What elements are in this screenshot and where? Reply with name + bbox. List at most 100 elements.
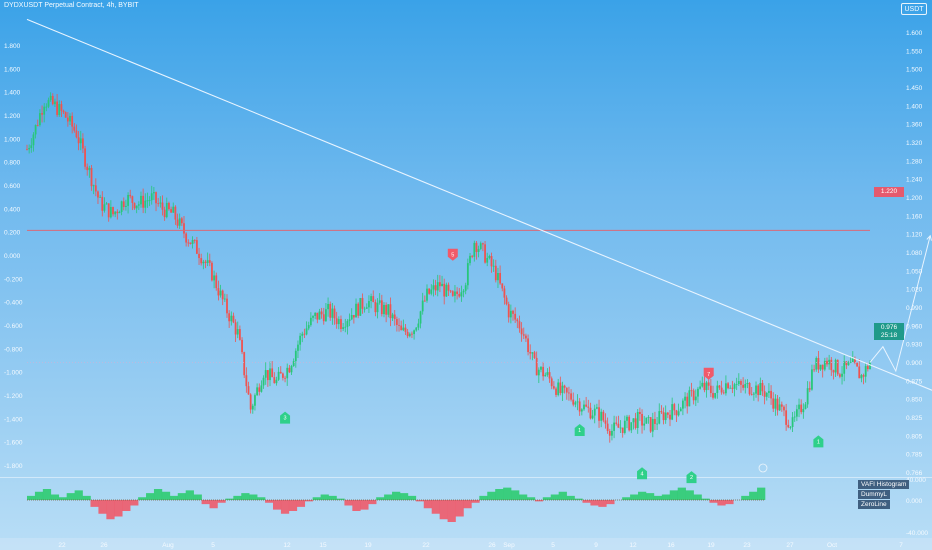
candle-body [69,115,71,122]
candle-body [39,113,41,126]
candle-body [226,298,228,314]
histogram-bar [352,500,361,511]
candle-body [77,137,80,144]
histogram-bar [42,489,52,500]
currency-button[interactable]: USDT [901,3,927,15]
candle-body [772,398,775,409]
candle-body [342,327,345,329]
candle-body [125,205,127,207]
candle-body [576,401,579,403]
histogram-bar [193,494,202,500]
candle-body [748,382,751,395]
candle-body [570,393,572,400]
indicator-legend-dummyl[interactable]: DummyL [858,490,891,499]
candle-body [408,333,411,337]
candle-body [585,404,588,407]
price-axis-tick: 1.020 [906,287,923,294]
histogram-bar [344,500,353,506]
candle-body [499,273,502,284]
candle-body [832,370,835,373]
candle-body [634,418,637,428]
candle-body [30,145,33,148]
candle-body [656,423,658,425]
candle-body [503,288,506,298]
candle-body [600,411,603,421]
candle-body [604,420,607,424]
candle-body [99,196,102,198]
candle-body [292,361,295,367]
candle-body [544,374,547,377]
current-price-label: 0.976 25:18 [874,323,904,340]
sell-marker-shape [703,367,714,380]
auto-scale-icon-ring [758,463,768,473]
candle-body [161,202,164,210]
candle-body [611,430,613,436]
candle-body [200,258,203,264]
candle-body [785,410,788,425]
candle-body [548,372,551,379]
left-axis-tick: 0.200 [4,230,21,237]
candle-body [768,390,770,393]
histogram-bar [209,500,218,509]
auto-scale-icon[interactable] [758,463,768,473]
candle-body [537,369,540,376]
candle-body [434,285,437,291]
histogram-bar [550,494,559,500]
candle-body [247,386,250,395]
indicator-legend-histogram[interactable]: VAFI Histogram [858,480,910,489]
price-axis-tick: 1.240 [906,177,923,184]
candle-body [780,404,783,407]
candle-body [213,275,215,281]
candle-body [783,406,785,411]
candle-body [159,202,162,204]
candle-body [492,265,495,267]
price-axis-tick: 1.200 [906,195,923,202]
histogram-bar [376,497,385,500]
candle-body [776,398,779,411]
candle-body [348,319,351,322]
histogram-bar [503,487,512,500]
price-axis-tick: 0.825 [906,415,923,422]
histogram-bar [384,494,393,500]
candle-body [823,360,826,370]
histogram-bar [685,490,694,500]
candle-body [109,206,112,218]
candle-body [701,382,704,387]
histogram-bar [201,500,210,505]
candle-body [232,315,235,323]
left-axis-tick: -1.600 [4,440,23,447]
price-axis-tick: 0.785 [906,452,923,459]
signal-marker-text: 2 [690,475,693,481]
candle-body [800,404,803,413]
candle-body [58,104,61,115]
candle-body [223,298,226,300]
histogram-bar [645,493,655,500]
candle-body [327,303,329,310]
time-axis-label: 15 [319,542,327,549]
histogram-bar [701,498,710,500]
candle-body [239,329,241,340]
histogram-bar [407,495,417,500]
candle-body [559,382,562,394]
candle-body [632,418,635,423]
candle-body [725,383,727,394]
histogram-bar [757,487,766,500]
candle-body [178,218,181,226]
left-axis-tick: 0.400 [4,206,21,213]
candle-body [654,418,656,424]
candle-body [406,331,409,337]
candle-body [176,219,179,226]
candle-body [282,373,284,378]
histogram-bar [447,500,456,522]
histogram-bar [27,495,36,500]
histogram-bar [534,500,544,502]
candle-body [170,209,172,213]
candle-body [333,308,336,319]
candle-body [546,372,549,375]
candle-body [591,415,594,419]
indicator-legend-zeroline[interactable]: ZeroLine [858,500,890,509]
candle-body [137,204,140,206]
candle-body [703,382,706,391]
candle-body [279,371,282,374]
